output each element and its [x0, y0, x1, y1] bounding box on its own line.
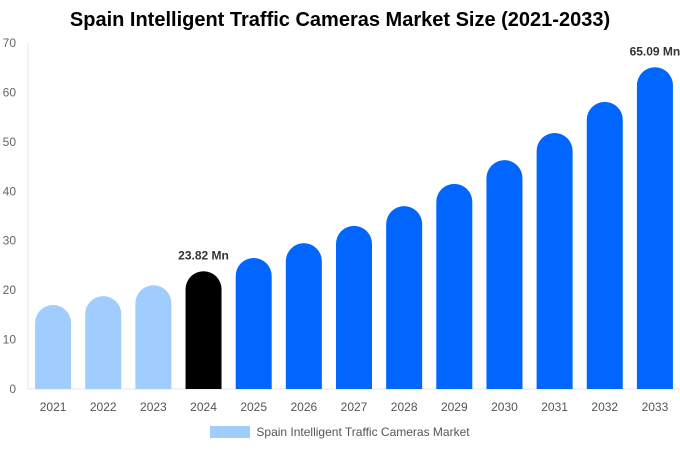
x-tick-label: 2025	[240, 400, 267, 414]
y-tick-label: 10	[3, 333, 17, 347]
y-tick-label: 50	[3, 135, 17, 149]
legend: Spain Intelligent Traffic Cameras Market	[0, 425, 680, 439]
x-tick-label: 2027	[341, 400, 368, 414]
chart-title: Spain Intelligent Traffic Cameras Market…	[69, 9, 611, 31]
x-tick-label: 2029	[441, 400, 468, 414]
x-tick-label: 2028	[391, 400, 418, 414]
bar-2029	[436, 183, 473, 389]
y-tick-label: 60	[3, 85, 17, 99]
y-tick-label: 20	[3, 283, 17, 297]
bar-2026	[285, 243, 322, 389]
bar-2032	[586, 101, 623, 389]
x-tick-label: 2024	[190, 400, 217, 414]
x-tick-label: 2023	[140, 400, 167, 414]
legend-swatch	[210, 426, 251, 438]
x-tick-label: 2026	[290, 400, 317, 414]
x-tick-label: 2022	[90, 400, 117, 414]
x-tick-label: 2032	[591, 400, 618, 414]
data-label: 65.09 Mn	[630, 44, 680, 58]
bar-2023	[135, 285, 172, 389]
y-tick-label: 40	[3, 184, 17, 198]
bar-2033	[636, 67, 673, 389]
y-tick-label: 30	[3, 234, 17, 248]
legend-label: Spain Intelligent Traffic Cameras Market	[256, 425, 470, 439]
x-tick-label: 2021	[40, 400, 67, 414]
data-label: 23.82 Mn	[178, 248, 229, 262]
bar-2024	[185, 271, 222, 389]
bar-2021	[35, 304, 72, 389]
x-tick-label: 2030	[491, 400, 518, 414]
bar-2025	[235, 258, 272, 389]
bar-2022	[85, 296, 122, 389]
x-tick-label: 2031	[541, 400, 568, 414]
bar-2031	[536, 132, 573, 389]
y-tick-label: 0	[9, 382, 16, 396]
bar-2028	[386, 206, 423, 389]
x-tick-label: 2033	[642, 400, 669, 414]
y-tick-label: 70	[3, 36, 17, 50]
bar-2030	[486, 160, 523, 389]
bar-2027	[336, 225, 372, 389]
